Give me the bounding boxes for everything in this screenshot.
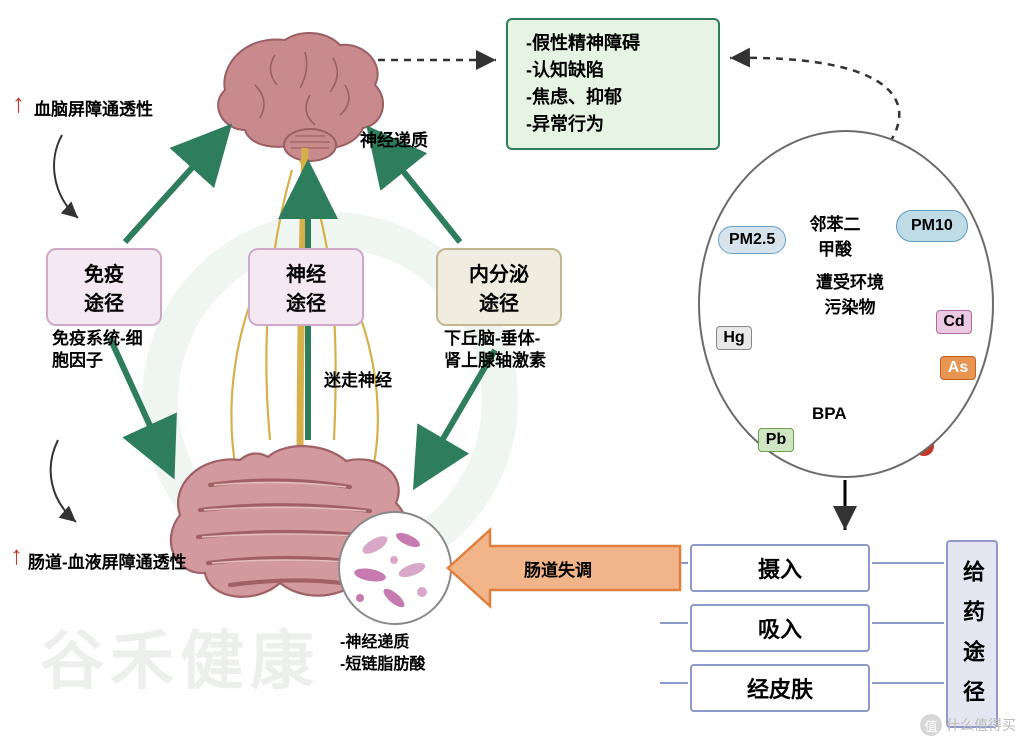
gut-dysbiosis-label: 肠道失调 xyxy=(524,556,592,581)
routes-title-vertical: 给 药 途 径 xyxy=(946,540,998,728)
route-ingestion: 摄入 xyxy=(690,544,870,592)
outcome-item: -假性精神障碍 xyxy=(526,30,700,57)
outcome-item: -异常行为 xyxy=(526,111,700,138)
pollutants-title: 遭受环境 污染物 xyxy=(800,268,900,318)
vagus-nerve-label: 迷走神经 xyxy=(324,366,392,391)
immune-pathway-subtitle: 免疫系统-细 胞因子 xyxy=(52,328,143,372)
endocrine-pathway-subtitle: 下丘脑-垂体- 肾上腺轴激素 xyxy=(444,328,546,372)
bbb-increase-icon: ↑ xyxy=(12,88,25,119)
as-badge: As xyxy=(940,356,976,380)
bpa-label: BPA xyxy=(812,404,847,424)
watermark-text: 谷禾健康 xyxy=(40,610,320,702)
route-inhalation: 吸入 xyxy=(690,604,870,652)
gut-product-2: -短链脂肪酸 xyxy=(340,650,425,674)
gut-product-1: -神经递质 xyxy=(340,628,409,652)
gut-brain-axis-diagram: 谷禾健康 xyxy=(0,0,1024,744)
hg-badge: Hg xyxy=(716,326,752,350)
pb-badge: Pb xyxy=(758,428,794,452)
zdm-text: 什么值得买 xyxy=(946,715,1016,735)
zdm-icon: 值 xyxy=(920,714,942,736)
endocrine-pathway-box: 内分泌 途径 xyxy=(436,248,562,326)
pm10-badge: PM10 xyxy=(896,210,968,242)
route-dermal: 经皮肤 xyxy=(690,664,870,712)
neural-pathway-box: 神经 途径 xyxy=(248,248,364,326)
pm25-badge: PM2.5 xyxy=(718,226,786,254)
gut-barrier-increase-icon: ↑ xyxy=(10,540,23,571)
bbb-label: 血脑屏障通透性 xyxy=(34,95,153,120)
cd-badge: Cd xyxy=(936,310,972,334)
outcome-item: -认知缺陷 xyxy=(526,57,700,84)
zdm-watermark: 值 什么值得买 xyxy=(920,714,1016,736)
neurotransmitter-label: 神经递质 xyxy=(360,126,428,151)
immune-pathway-box: 免疫 途径 xyxy=(46,248,162,326)
gut-barrier-label: 肠道-血液屏障通透性 xyxy=(28,548,187,573)
brain-outcomes-box: -假性精神障碍 -认知缺陷 -焦虑、抑郁 -异常行为 xyxy=(506,18,720,150)
phthalate-label: 邻苯二 甲酸 xyxy=(800,210,870,260)
outcome-item: -焦虑、抑郁 xyxy=(526,84,700,111)
